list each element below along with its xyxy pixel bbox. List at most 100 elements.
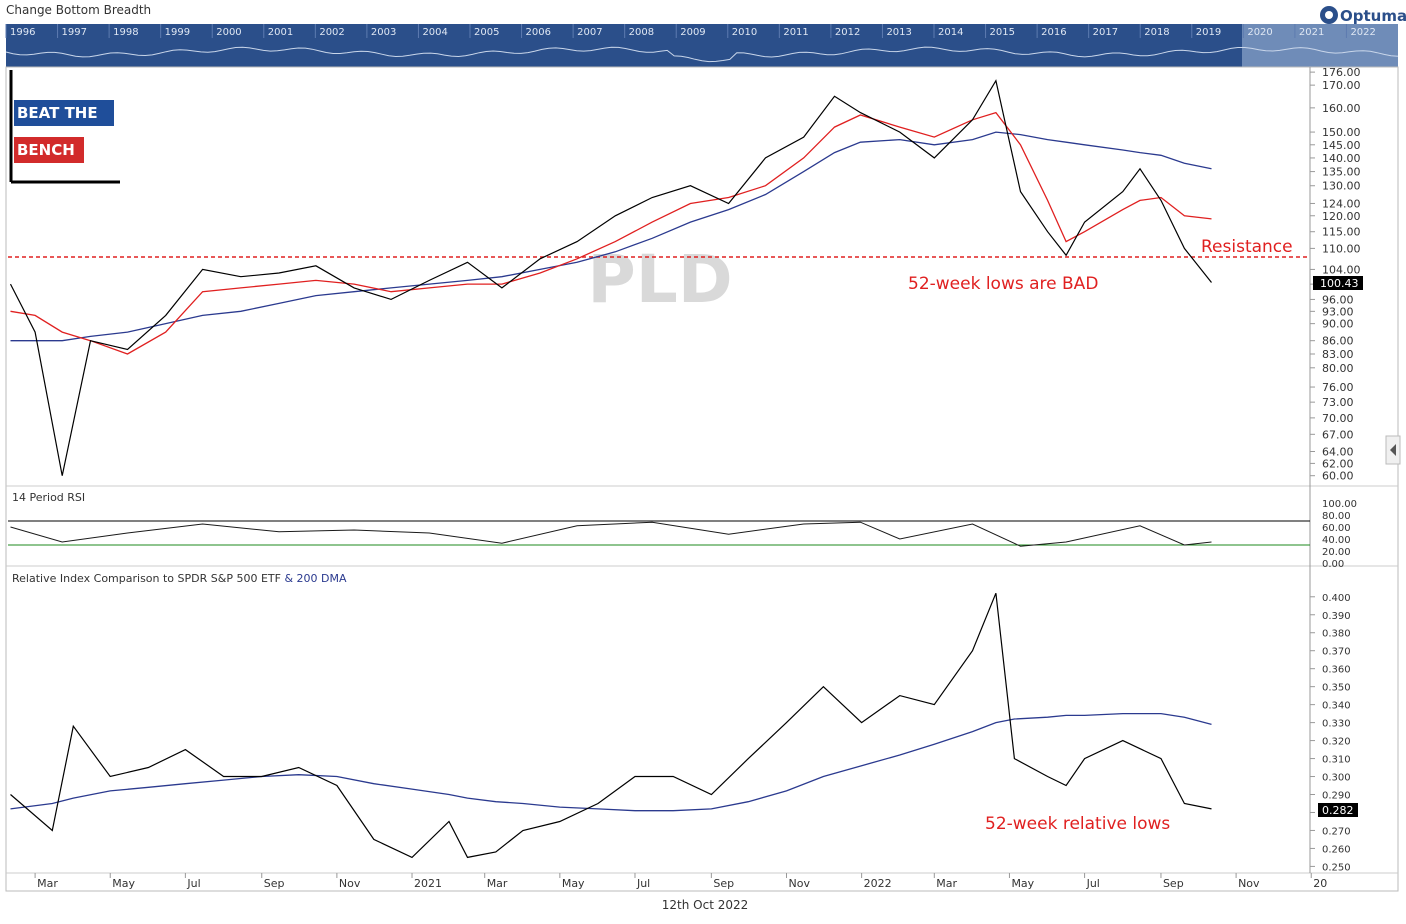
overview-year-label: 2019	[1196, 27, 1221, 38]
price-y-tick-label: 64.00	[1322, 445, 1354, 458]
price-y-tick-label: 124.00	[1322, 197, 1361, 210]
overview-navigator[interactable]: 1996 1997 1998 1999 2000 2001 2002 2003 2004 2005…	[5, 24, 1399, 67]
relative-moving-average	[10, 712, 1212, 812]
relative-y-tick-label: 0.390	[1322, 611, 1351, 622]
price-y-tick-label: 135.00	[1322, 166, 1361, 179]
overview-year-label: 2017	[1093, 27, 1118, 38]
collapse-panel-button[interactable]	[1385, 435, 1401, 465]
x-tick-label: Jul	[636, 877, 650, 890]
price-y-tick-label: 104.00	[1322, 263, 1361, 276]
rsi-title: 14 Period RSI	[12, 491, 85, 504]
relative-y-tick-label: 0.400	[1322, 593, 1351, 604]
price-y-tick-label: 60.00	[1322, 470, 1354, 483]
overview-years: 1996 1997 1998 1999 2000 2001 2002 2003 2004 2005…	[5, 24, 1376, 38]
x-tick-label: May	[112, 877, 135, 890]
price-y-tick-label: 83.00	[1322, 348, 1354, 361]
x-tick-label: Sep	[713, 877, 734, 890]
relative-title-suffix: & 200 DMA	[284, 572, 347, 585]
x-tick-label: Jul	[186, 877, 200, 890]
price-y-tick-label: 67.00	[1322, 428, 1354, 441]
x-tick-label: 20	[1313, 877, 1327, 890]
beat-the-bench-logo: BEAT THE BENCH	[9, 70, 120, 184]
x-tick-label: Sep	[1163, 877, 1184, 890]
relative-lows-annotation: 52-week relative lows	[985, 814, 1170, 834]
moving-average-fast	[10, 111, 1212, 355]
symbol-watermark: PLD	[587, 241, 732, 318]
relative-y-tick-label: 0.300	[1322, 773, 1351, 784]
price-y-tick-label: 120.00	[1322, 210, 1361, 223]
logo-line2-bg	[14, 137, 84, 163]
overview-year-label: 2015	[990, 27, 1015, 38]
price-y-tick-label: 86.00	[1322, 335, 1354, 348]
chevron-left-icon	[1390, 444, 1396, 456]
rsi-y-tick-label: 20.00	[1322, 547, 1351, 558]
relative-y-tick-label: 0.270	[1322, 826, 1351, 837]
price-y-tick-label: 115.00	[1322, 226, 1361, 239]
optuma-logo: Optuma	[1320, 6, 1406, 25]
overview-year-label: 2005	[474, 27, 499, 38]
window-title: Change Bottom Breadth	[6, 3, 151, 17]
overview-year-label: 1999	[165, 27, 190, 38]
price-y-tick-label: 160.00	[1322, 102, 1361, 115]
overview-year-label: 2008	[629, 27, 654, 38]
price-y-tick-label: 145.00	[1322, 139, 1361, 152]
logo-line1: BEAT THE	[17, 104, 98, 122]
x-tick-label: May	[1011, 877, 1034, 890]
overview-year-label: 2018	[1144, 27, 1169, 38]
x-axis: Mar May Jul Sep Nov 2021 Mar May Jul Sep Nov 2022 Ma…	[34, 873, 1327, 890]
relative-y-tick-label: 0.260	[1322, 844, 1351, 855]
relative-y-tick-label: 0.310	[1322, 755, 1351, 766]
relative-panel: Relative Index Comparison to SPDR S&P 50…	[10, 572, 1358, 873]
overview-year-label: 2022	[1350, 27, 1375, 38]
price-y-tick-label: 130.00	[1322, 180, 1361, 193]
overview-background	[6, 24, 1398, 67]
rsi-series	[10, 521, 1212, 547]
last-price-label: 100.43	[1320, 277, 1359, 290]
relative-y-tick-label: 0.330	[1322, 719, 1351, 730]
relative-y-tick-label: 0.250	[1322, 862, 1351, 873]
x-tick-label: Jul	[1086, 877, 1100, 890]
price-y-tick-label: 70.00	[1322, 412, 1354, 425]
price-y-tick-label: 62.00	[1322, 457, 1354, 470]
x-tick-label: 2022	[864, 877, 892, 890]
moving-average-slow	[10, 131, 1212, 342]
footer-date: 12th Oct 2022	[662, 898, 749, 912]
x-tick-label: Nov	[788, 877, 810, 890]
overview-year-label: 2001	[268, 27, 293, 38]
relative-title: Relative Index Comparison to SPDR S&P 50…	[12, 572, 347, 585]
last-price-badge	[1313, 276, 1363, 290]
overview-year-label: 2004	[422, 27, 447, 38]
relative-series	[10, 592, 1212, 859]
overview-year-label: 2012	[835, 27, 860, 38]
x-tick-label: Mar	[936, 877, 957, 890]
relative-y-tick-label: 0.290	[1322, 791, 1351, 802]
rsi-y-tick-label: 100.00	[1322, 499, 1357, 510]
x-tick-label: Mar	[37, 877, 58, 890]
price-y-tick-label: 170.00	[1322, 79, 1361, 92]
lows-annotation: 52-week lows are BAD	[908, 274, 1098, 294]
resistance-annotation: Resistance	[1201, 237, 1293, 257]
overview-year-label: 2010	[732, 27, 757, 38]
price-y-tick-label: 150.00	[1322, 126, 1361, 139]
price-y-tick-label: 96.00	[1322, 293, 1354, 306]
overview-year-label: 2013	[886, 27, 911, 38]
x-tick-label: Sep	[264, 877, 285, 890]
price-y-tick-label: 80.00	[1322, 362, 1354, 375]
x-tick-label: 2021	[414, 877, 442, 890]
overview-year-label: 2011	[783, 27, 808, 38]
x-tick-label: Mar	[487, 877, 508, 890]
price-y-tick-label: 176.00	[1322, 66, 1361, 79]
relative-y-axis: 0.2500.2600.2700.2800.2900.3000.3100.320…	[1310, 593, 1351, 873]
overview-year-label: 2016	[1041, 27, 1066, 38]
overview-visible-range[interactable]	[1242, 24, 1398, 67]
x-tick-label: Nov	[339, 877, 361, 890]
overview-year-label: 1998	[113, 27, 138, 38]
overview-year-label: 2002	[319, 27, 344, 38]
overview-year-label: 2009	[680, 27, 705, 38]
last-relative-badge	[1318, 803, 1358, 817]
rsi-panel: 14 Period RSI 0.0020.0040.0060.0080.0010…	[8, 491, 1357, 570]
relative-y-tick-label: 0.370	[1322, 647, 1351, 658]
logo-line2: BENCH	[17, 141, 75, 159]
price-series	[9, 79, 1212, 476]
